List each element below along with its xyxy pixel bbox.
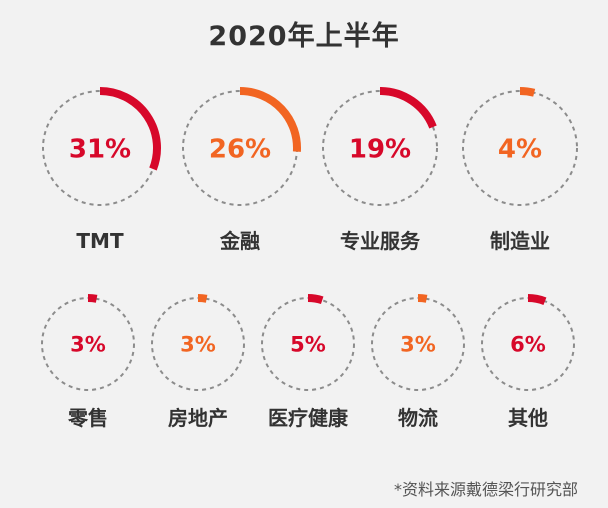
category-label: TMT — [76, 229, 124, 253]
value-label: 3% — [400, 333, 436, 357]
category-label: 专业服务 — [340, 229, 421, 253]
value-label: 6% — [510, 333, 546, 357]
ring-9: 6% 其他 — [481, 294, 575, 430]
value-label: 3% — [70, 333, 106, 357]
category-label: 金融 — [219, 229, 260, 253]
chart-title: 2020年上半年 — [208, 21, 400, 52]
category-label: 医疗健康 — [268, 406, 349, 430]
value-label: 19% — [349, 134, 411, 164]
ring-7: 5% 医疗健康 — [261, 294, 355, 430]
ring-4: 4% 制造业 — [462, 86, 578, 253]
category-label: 制造业 — [490, 229, 550, 253]
value-arc — [239, 87, 301, 152]
value-arc — [417, 293, 428, 303]
ring-track — [322, 90, 438, 206]
value-arc — [519, 86, 536, 97]
value-label: 5% — [290, 333, 326, 357]
value-arc — [379, 87, 437, 129]
value-arc — [307, 294, 324, 305]
category-label: 房地产 — [168, 406, 228, 430]
ring-3: 19% 专业服务 — [322, 87, 438, 253]
ring-1: 31% TMT — [42, 87, 161, 253]
category-label: 其他 — [508, 406, 548, 430]
value-arc — [527, 294, 547, 306]
value-label: 4% — [498, 134, 542, 164]
ring-track — [462, 90, 578, 206]
source-footnote: *资料来源戴德梁行研究部 — [393, 480, 578, 499]
value-label: 3% — [180, 333, 216, 357]
value-arc — [99, 87, 161, 171]
value-arc — [197, 293, 208, 303]
ring-2: 26% 金融 — [182, 87, 301, 253]
category-label: 物流 — [398, 406, 438, 430]
category-label: 零售 — [67, 406, 108, 430]
ring-5: 3% 零售 — [41, 293, 135, 430]
value-label: 31% — [69, 134, 131, 164]
ring-6: 3% 房地产 — [151, 293, 245, 430]
value-arc — [87, 293, 98, 303]
ring-8: 3% 物流 — [371, 293, 465, 430]
value-label: 26% — [209, 134, 271, 164]
